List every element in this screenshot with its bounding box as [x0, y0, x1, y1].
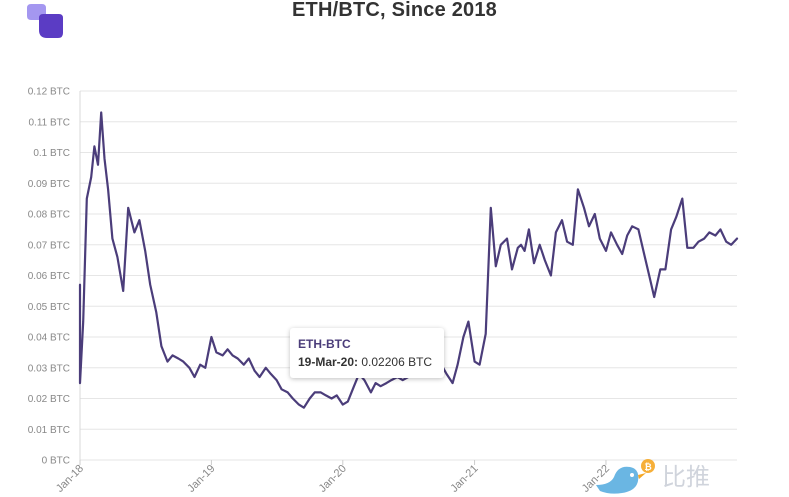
y-tick-label: 0 BTC [42, 456, 70, 467]
data-tooltip: ETH-BTC 19-Mar-20: 0.02206 BTC [290, 328, 444, 378]
y-tick-label: 0.1 BTC [33, 148, 70, 159]
y-tick-label: 0.11 BTC [29, 117, 71, 128]
chart-title: ETH/BTC, Since 2018 [292, 0, 497, 21]
tooltip-value-line: 19-Mar-20: 0.02206 BTC [298, 355, 432, 369]
y-tick-label: 0.05 BTC [28, 302, 70, 313]
x-tick-label: Jan-18 [54, 463, 86, 495]
chart-grid [79, 90, 737, 461]
bitpush-bird-watermark-icon: ₿ 比推 [596, 459, 710, 494]
watermark-text: 比推 [662, 463, 710, 491]
y-tick-label: 0.07 BTC [28, 240, 70, 251]
x-tick-label: Jan-20 [317, 463, 349, 495]
svg-text:₿: ₿ [644, 462, 651, 473]
tooltip-date: 19-Mar-20: [298, 355, 359, 369]
y-axis-ticks: 0 BTC 0.01 BTC 0.02 BTC 0.03 BTC 0.04 BTC 0.0… [28, 87, 70, 467]
tooltip-value: 0.02206 BTC [361, 355, 433, 369]
y-tick-label: 0.03 BTC [28, 363, 70, 374]
y-tick-label: 0.12 BTC [28, 87, 70, 98]
series-line-eth-btc [78, 111, 739, 409]
y-tick-label: 0.02 BTC [28, 394, 70, 405]
tooltip-series-label: ETH-BTC [298, 337, 351, 351]
x-tick-label: Jan-21 [448, 463, 480, 495]
x-tick-label: Jan-19 [185, 463, 217, 495]
y-tick-label: 0.06 BTC [28, 271, 70, 282]
y-tick-label: 0.09 BTC [28, 179, 70, 190]
x-axis-ticks: Jan-18 Jan-19 Jan-20 Jan-21 Jan-22 [54, 460, 612, 495]
y-tick-label: 0.08 BTC [28, 210, 70, 221]
brand-logo-icon [27, 4, 63, 38]
y-tick-label: 0.04 BTC [28, 333, 70, 344]
y-tick-label: 0.01 BTC [28, 425, 70, 436]
